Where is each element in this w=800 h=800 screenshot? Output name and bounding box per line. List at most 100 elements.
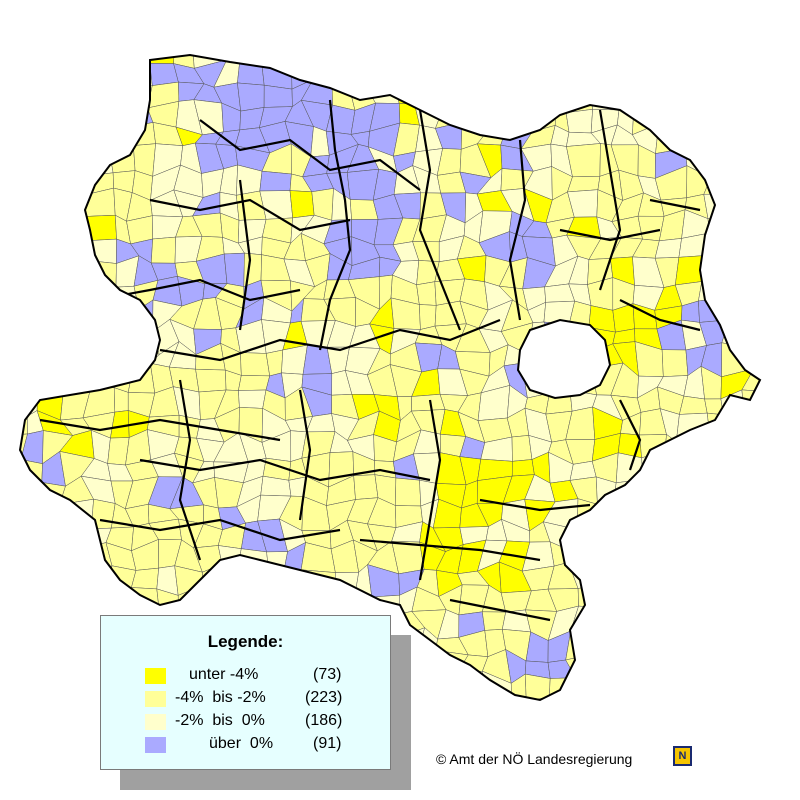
municipality xyxy=(748,104,760,126)
municipality xyxy=(707,218,731,235)
municipality xyxy=(641,479,665,497)
municipality xyxy=(656,98,686,125)
legend-label: über 0% xyxy=(209,735,274,752)
municipality xyxy=(743,171,760,196)
municipality xyxy=(721,630,743,658)
municipality xyxy=(20,633,25,663)
municipality xyxy=(20,297,23,333)
municipality xyxy=(744,673,760,700)
municipality xyxy=(705,517,728,543)
municipality xyxy=(127,320,160,355)
municipality xyxy=(65,573,94,596)
municipality xyxy=(661,583,685,619)
municipality xyxy=(334,572,359,598)
municipality xyxy=(22,561,51,589)
municipality xyxy=(36,521,71,553)
district-border xyxy=(178,379,202,561)
municipality xyxy=(20,257,29,288)
municipality xyxy=(591,629,619,660)
municipality xyxy=(721,150,747,174)
municipality xyxy=(353,55,380,66)
municipality xyxy=(64,324,95,354)
municipality xyxy=(698,297,730,323)
district-border xyxy=(418,109,462,331)
district-border xyxy=(99,518,341,542)
municipality xyxy=(238,375,271,391)
municipality xyxy=(746,520,760,546)
municipality xyxy=(752,439,760,461)
municipality xyxy=(748,298,760,334)
municipality xyxy=(291,55,314,65)
municipality xyxy=(700,586,731,620)
municipality xyxy=(70,349,96,370)
municipality xyxy=(22,651,48,683)
municipality xyxy=(435,84,470,108)
municipality xyxy=(435,57,470,87)
municipality xyxy=(749,231,760,263)
municipality xyxy=(597,499,619,527)
municipality xyxy=(80,123,113,153)
municipality xyxy=(20,674,24,700)
municipality xyxy=(706,628,725,658)
municipality xyxy=(720,606,749,635)
municipality xyxy=(261,584,281,614)
municipality xyxy=(39,80,67,111)
municipality xyxy=(740,64,760,88)
municipality xyxy=(219,55,245,61)
municipality xyxy=(415,55,444,60)
municipality xyxy=(20,501,28,525)
municipality xyxy=(726,216,755,235)
municipality xyxy=(23,584,51,618)
municipality xyxy=(730,63,747,87)
municipality xyxy=(40,615,74,637)
municipality xyxy=(45,237,64,267)
municipality xyxy=(722,410,755,443)
municipality xyxy=(213,582,246,616)
municipality xyxy=(37,55,70,60)
municipality xyxy=(700,55,732,65)
municipality xyxy=(721,459,754,480)
municipality xyxy=(20,330,23,353)
municipality xyxy=(661,606,677,640)
district-border xyxy=(619,299,701,332)
municipality xyxy=(567,176,601,193)
municipality xyxy=(59,211,85,242)
municipality xyxy=(65,539,94,575)
municipality xyxy=(522,83,557,106)
municipality xyxy=(20,154,46,176)
municipality xyxy=(150,236,176,264)
municipality xyxy=(630,675,664,700)
municipality xyxy=(110,84,138,106)
municipality xyxy=(681,652,710,680)
district-border xyxy=(479,498,591,512)
municipality xyxy=(40,588,74,618)
municipality xyxy=(81,305,117,331)
legend-item-ueber-0: über 0% (91) xyxy=(145,735,385,755)
district-border xyxy=(649,198,701,212)
legend-count: (73) xyxy=(313,666,342,683)
municipality xyxy=(40,651,71,683)
municipality xyxy=(213,563,245,587)
municipality xyxy=(346,64,380,90)
municipality xyxy=(20,321,46,353)
municipality xyxy=(702,431,730,462)
municipality xyxy=(93,327,115,355)
municipality xyxy=(677,539,711,570)
municipality xyxy=(412,680,447,700)
municipality xyxy=(324,59,355,90)
municipality xyxy=(747,583,760,617)
municipality xyxy=(596,584,623,617)
municipality xyxy=(676,477,707,499)
municipality xyxy=(726,564,755,590)
municipality xyxy=(36,539,68,574)
municipality xyxy=(5,231,16,258)
municipality xyxy=(743,407,760,442)
municipality xyxy=(657,661,686,679)
municipality xyxy=(195,582,227,616)
municipality xyxy=(37,166,71,197)
municipality xyxy=(595,522,623,552)
municipality xyxy=(68,166,94,197)
municipality xyxy=(609,630,634,660)
